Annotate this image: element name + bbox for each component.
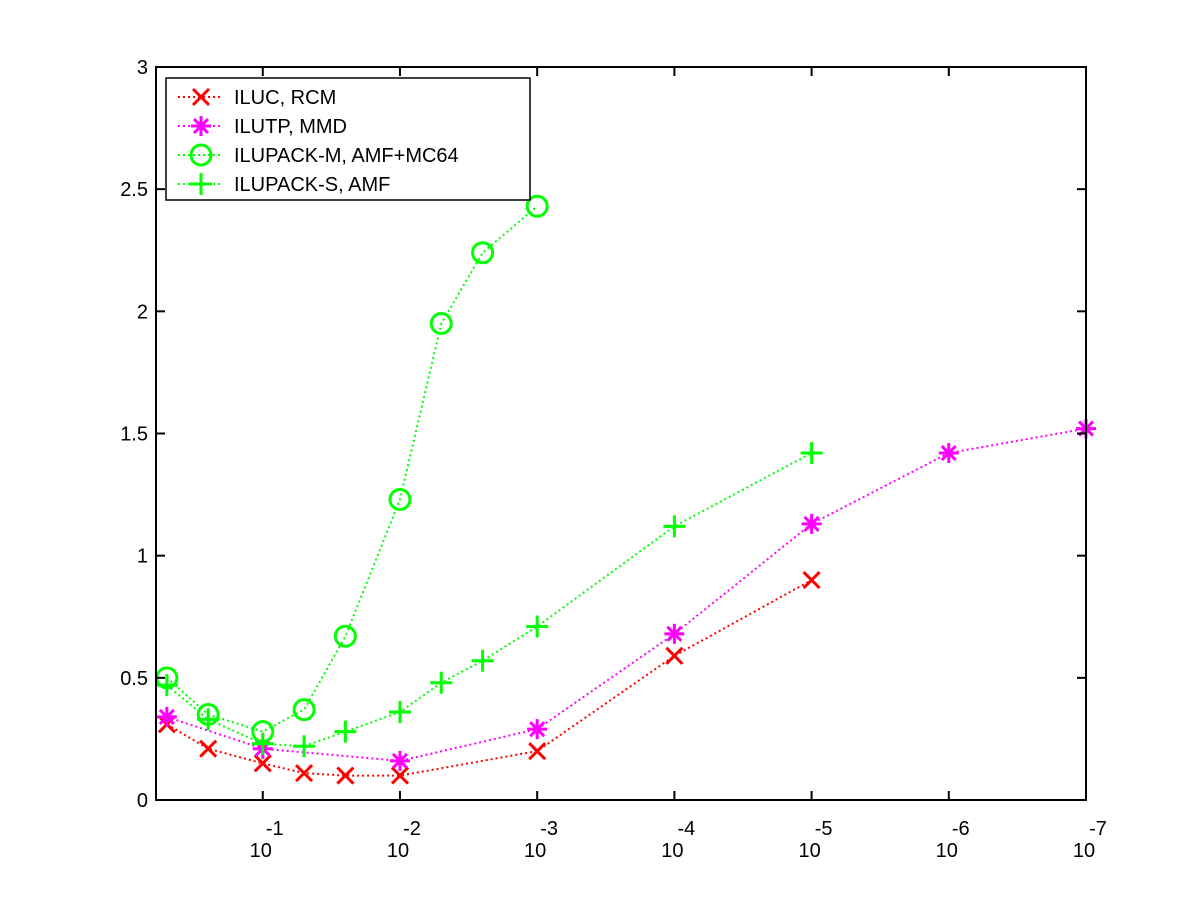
data-point — [199, 739, 218, 758]
data-point — [471, 649, 494, 672]
legend-marker — [191, 87, 211, 107]
x-tick-base: 10 — [250, 840, 272, 862]
data-point — [293, 735, 316, 758]
y-tick-label: 2.5 — [120, 179, 148, 201]
legend-item-iluc-rcm: ILUC, RCM — [178, 87, 336, 109]
data-point — [156, 706, 177, 727]
series-line — [166, 205, 538, 733]
x-tick-base: 10 — [798, 840, 820, 862]
legend-marker — [189, 143, 213, 167]
legend-label: ILUC, RCM — [234, 87, 336, 109]
x-tick-exponent: -3 — [540, 818, 558, 840]
data-point — [664, 623, 685, 644]
x-tick-base: 10 — [936, 840, 958, 862]
series-ilupack-s-amf — [155, 442, 823, 758]
data-point — [528, 742, 547, 761]
series-layer — [155, 194, 1096, 785]
x-tick-base: 10 — [387, 840, 409, 862]
data-point — [155, 674, 178, 697]
series-ilutp-mmd — [156, 418, 1096, 771]
legend-label: ILUTP, MMD — [234, 116, 347, 138]
legend: ILUC, RCM ILUTP, MMD ILUPACK-M, AMF+MC64 IL… — [165, 77, 531, 201]
data-point — [389, 750, 410, 771]
data-point — [800, 442, 823, 465]
legend-label: ILUPACK-M, AMF+MC64 — [234, 145, 459, 167]
legend-label: ILUPACK-S, AMF — [234, 174, 390, 196]
legend-box — [165, 77, 531, 201]
legend-item-ilutp-mmd: ILUTP, MMD — [178, 116, 347, 138]
data-point — [333, 624, 357, 648]
series-line — [166, 579, 813, 777]
data-point — [295, 764, 314, 783]
legend-marker — [190, 173, 212, 195]
legend-item-ilupack-s-amf: ILUPACK-S, AMF — [178, 173, 390, 196]
data-point — [665, 646, 684, 665]
x-tick-exponent: -6 — [952, 818, 970, 840]
data-point — [802, 571, 821, 590]
data-point — [527, 719, 548, 740]
data-point — [334, 720, 357, 743]
series-line — [166, 452, 813, 748]
legend-item-ilupack-m-amf-mc64: ILUPACK-M, AMF+MC64 — [178, 143, 459, 167]
data-point — [525, 194, 549, 218]
x-tick-exponent: -7 — [1089, 818, 1107, 840]
series-line — [166, 427, 1087, 762]
data-point — [388, 487, 412, 511]
x-tick-exponent: -4 — [677, 818, 695, 840]
data-point — [390, 766, 410, 785]
data-point — [663, 515, 686, 538]
data-point — [253, 754, 272, 773]
legend-marker — [191, 116, 211, 136]
x-tick-base: 10 — [1073, 840, 1095, 862]
x-tick-base: 10 — [524, 840, 546, 862]
data-point — [336, 766, 355, 785]
data-point — [471, 241, 495, 265]
data-point — [197, 708, 220, 731]
y-tick-label: 1 — [137, 546, 148, 568]
data-point — [251, 732, 274, 755]
x-tick-exponent: -5 — [815, 818, 833, 840]
data-point — [429, 312, 453, 336]
data-point — [526, 615, 549, 638]
axis-ticks: 00.511.522.53-110-210-310-410-510-610-71… — [120, 57, 1107, 862]
y-tick-label: 0.5 — [120, 668, 148, 690]
x-tick-exponent: -1 — [266, 818, 284, 840]
x-tick-base: 10 — [661, 840, 683, 862]
data-point — [292, 698, 316, 722]
data-point — [938, 443, 959, 464]
data-point — [388, 701, 411, 724]
y-tick-label: 0 — [137, 790, 148, 812]
x-tick-exponent: -2 — [403, 818, 421, 840]
y-tick-label: 2 — [137, 301, 148, 323]
data-point — [801, 513, 822, 534]
y-tick-label: 3 — [137, 57, 148, 79]
series-iluc-rcm — [157, 571, 821, 785]
data-point — [430, 671, 453, 694]
y-tick-label: 1.5 — [120, 424, 148, 446]
